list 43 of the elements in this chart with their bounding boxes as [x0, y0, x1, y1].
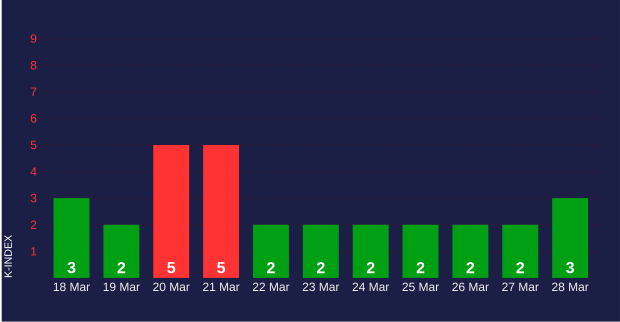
y-tick-label: 9 — [30, 34, 36, 43]
bar — [402, 224, 438, 278]
y-tick-label: 3 — [30, 194, 36, 202]
y-axis-title: K-INDEX — [4, 235, 12, 278]
x-tick-label: 19 Mar — [104, 282, 140, 292]
data-label: 2 — [117, 262, 126, 274]
data-label: 5 — [167, 262, 176, 274]
bar — [103, 224, 140, 278]
data-label: 2 — [516, 262, 524, 274]
bar — [502, 224, 538, 278]
x-tick-label: 28 Mar — [552, 282, 589, 292]
y-tick-label: 6 — [30, 114, 36, 123]
data-label: 2 — [466, 262, 474, 274]
bar — [302, 224, 339, 278]
bar — [552, 198, 588, 278]
bar — [452, 224, 488, 278]
x-tick-label: 20 Mar — [153, 282, 190, 292]
data-label: 2 — [416, 262, 424, 274]
y-tick-label: 5 — [30, 140, 36, 150]
x-tick-label: 25 Mar — [402, 282, 439, 292]
bar — [203, 145, 240, 278]
bar — [153, 145, 190, 278]
data-label: 2 — [366, 262, 374, 274]
data-label: 5 — [217, 262, 226, 274]
x-tick-label: 18 Mar — [54, 282, 90, 292]
data-label: 3 — [67, 262, 76, 274]
data-label: 3 — [566, 262, 574, 274]
x-tick-label: 23 Mar — [302, 282, 340, 292]
data-label: 2 — [267, 262, 275, 274]
bar — [54, 198, 90, 278]
y-tick-label: 7 — [30, 88, 36, 96]
y-tick-label: 4 — [30, 168, 37, 176]
x-tick-label: 27 Mar — [502, 282, 539, 292]
y-tick-label: 2 — [30, 220, 36, 230]
x-tick-label: 24 Mar — [352, 282, 390, 292]
y-tick-label: 1 — [31, 247, 36, 256]
x-tick-label: 22 Mar — [252, 282, 290, 292]
x-tick-label: 21 Mar — [203, 282, 240, 292]
bar — [253, 224, 289, 278]
bar — [352, 224, 389, 278]
x-tick-label: 26 Mar — [452, 282, 489, 292]
y-tick-label: 8 — [30, 61, 36, 70]
data-label: 2 — [316, 262, 325, 274]
